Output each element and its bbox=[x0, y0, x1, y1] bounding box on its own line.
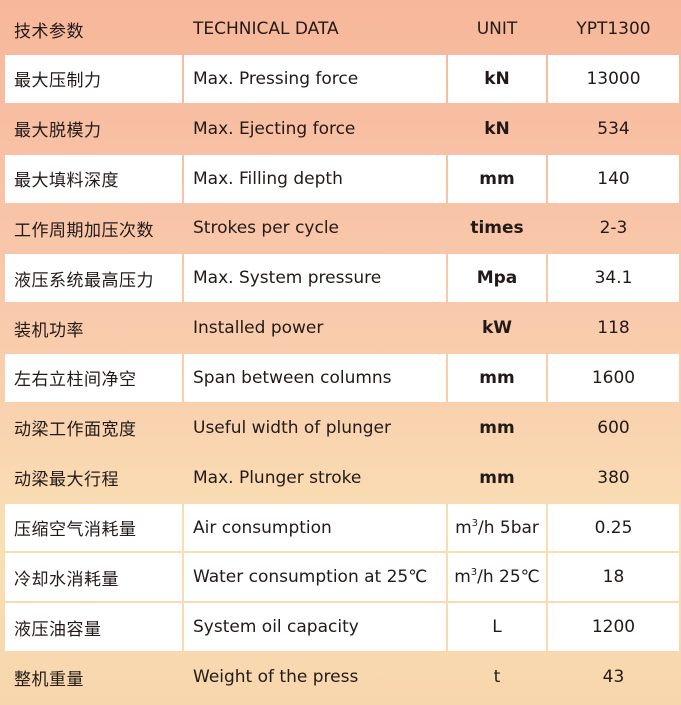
row-unit: m3/h 5bar bbox=[448, 503, 546, 552]
row-value: 43 bbox=[602, 667, 625, 688]
unit-superscript: 3 bbox=[470, 567, 478, 579]
row-value: 534 bbox=[597, 118, 630, 139]
header-technical-data: TECHNICAL DATA bbox=[193, 19, 339, 39]
row-value: 118 bbox=[597, 318, 630, 339]
row-value: 380 bbox=[597, 467, 630, 488]
table-row: 左右立柱间净空 Span between columns mm 1600 bbox=[5, 354, 679, 402]
row-label-en: Weight of the press bbox=[193, 667, 359, 688]
row-value: 600 bbox=[597, 417, 630, 438]
row-label-en: Air consumption bbox=[184, 503, 446, 552]
row-label-en: Useful width of plunger bbox=[193, 417, 391, 438]
table-row: 冷却水消耗量 Water consumption at 25℃ m3/h 25℃… bbox=[5, 553, 679, 602]
row-label-en: System oil capacity bbox=[184, 603, 446, 652]
table-row: 动梁最大行程 Max. Plunger stroke mm 380 bbox=[5, 454, 679, 502]
table-row: 最大压制力 Max. Pressing force kN 13000 bbox=[5, 55, 679, 103]
row-label-zh: 装机功率 bbox=[14, 320, 84, 341]
table-row: 装机功率 Installed power kW 118 bbox=[5, 304, 679, 352]
unit-rest: /h 25℃ bbox=[477, 567, 540, 588]
row-label-zh: 工作周期加压次数 bbox=[14, 220, 154, 241]
row-unit: mm bbox=[448, 154, 546, 203]
row-label-en: Strokes per cycle bbox=[193, 218, 340, 239]
unit-base: m bbox=[455, 517, 472, 538]
row-unit: kN bbox=[484, 118, 510, 139]
row-label-en: Span between columns bbox=[184, 354, 446, 402]
header-model: YPT1300 bbox=[576, 19, 651, 39]
row-value: 140 bbox=[548, 154, 679, 203]
row-label-zh: 液压系统最高压力 bbox=[5, 254, 182, 303]
header-unit: UNIT bbox=[476, 19, 518, 39]
row-value: 34.1 bbox=[548, 254, 679, 303]
unit-rest: /h 5bar bbox=[478, 517, 539, 538]
table-row: 工作周期加压次数 Strokes per cycle times 2-3 bbox=[5, 205, 679, 253]
table-row: 液压系统最高压力 Max. System pressure Mpa 34.1 bbox=[5, 254, 679, 303]
row-value: 0.25 bbox=[548, 503, 679, 552]
row-unit: L bbox=[448, 603, 546, 652]
table-row: 最大填料深度 Max. Filling depth mm 140 bbox=[5, 154, 679, 203]
row-unit: Mpa bbox=[448, 254, 546, 303]
table-row: 压缩空气消耗量 Air consumption m3/h 5bar 0.25 bbox=[5, 503, 679, 552]
row-unit: kW bbox=[481, 318, 513, 339]
table-row: 最大脱模力 Max. Ejecting force kN 534 bbox=[5, 105, 679, 153]
table-row: 整机重量 Weight of the press t 43 bbox=[5, 653, 679, 701]
row-value: 18 bbox=[548, 553, 679, 602]
row-label-zh: 最大填料深度 bbox=[5, 154, 182, 203]
unit-base: m bbox=[454, 567, 471, 588]
unit-superscript: 3 bbox=[471, 517, 478, 529]
row-label-en: Max. System pressure bbox=[184, 254, 446, 303]
row-label-en: Max. Filling depth bbox=[184, 154, 446, 203]
row-value: 1200 bbox=[548, 603, 679, 652]
row-value: 13000 bbox=[548, 55, 679, 103]
row-label-zh: 左右立柱间净空 bbox=[5, 354, 182, 402]
row-label-zh: 最大压制力 bbox=[5, 55, 182, 103]
row-label-zh: 整机重量 bbox=[14, 669, 84, 690]
row-label-en: Max. Plunger stroke bbox=[193, 467, 362, 488]
row-label-zh: 动梁工作面宽度 bbox=[14, 420, 137, 441]
row-unit: t bbox=[493, 667, 501, 688]
technical-data-table: 技术参数 TECHNICAL DATA UNIT YPT1300 最大压制力 M… bbox=[3, 3, 681, 703]
row-label-zh: 液压油容量 bbox=[5, 603, 182, 652]
row-value: 2-3 bbox=[599, 218, 628, 239]
row-unit: times bbox=[470, 218, 524, 239]
table-header-row: 技术参数 TECHNICAL DATA UNIT YPT1300 bbox=[5, 5, 679, 53]
row-value: 1600 bbox=[548, 354, 679, 402]
header-parameter-zh: 技术参数 bbox=[14, 21, 84, 42]
row-unit: kN bbox=[448, 55, 546, 103]
row-unit: mm bbox=[448, 354, 546, 402]
table-row: 液压油容量 System oil capacity L 1200 bbox=[5, 603, 679, 652]
row-label-en: Max. Pressing force bbox=[184, 55, 446, 103]
row-label-zh: 压缩空气消耗量 bbox=[5, 503, 182, 552]
row-label-zh: 动梁最大行程 bbox=[14, 470, 119, 491]
row-label-en: Max. Ejecting force bbox=[193, 118, 356, 139]
row-unit: mm bbox=[479, 417, 515, 438]
table-row: 动梁工作面宽度 Useful width of plunger mm 600 bbox=[5, 404, 679, 452]
row-unit: m3/h 25℃ bbox=[448, 553, 546, 602]
row-unit: mm bbox=[479, 467, 515, 488]
row-label-en: Water consumption at 25℃ bbox=[184, 553, 446, 602]
row-label-zh: 冷却水消耗量 bbox=[5, 553, 182, 602]
row-label-zh: 最大脱模力 bbox=[14, 121, 102, 142]
row-label-en: Installed power bbox=[193, 318, 324, 339]
